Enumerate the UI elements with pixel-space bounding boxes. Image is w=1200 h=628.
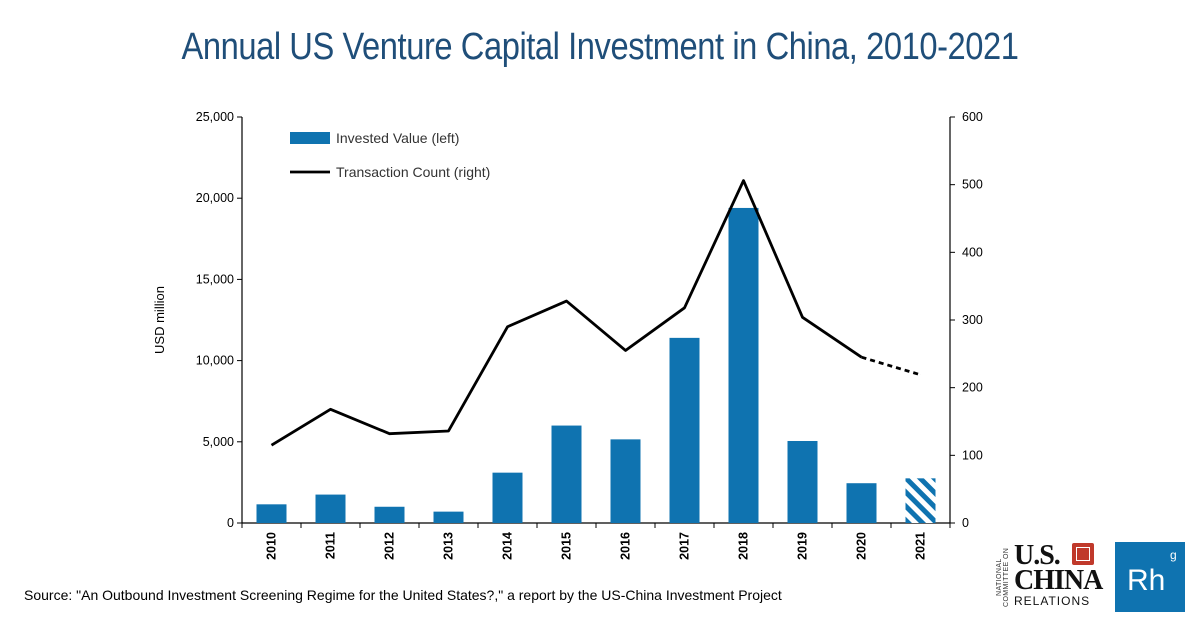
x-tick-label: 2021 xyxy=(914,532,928,560)
bar-2016 xyxy=(610,439,641,523)
x-tick-label: 2020 xyxy=(855,532,869,560)
ncuscr-china-text: CHINA xyxy=(1014,565,1103,597)
x-tick-label: 2011 xyxy=(324,532,338,559)
bar-2020 xyxy=(846,483,877,523)
x-tick-label: 2016 xyxy=(619,532,633,560)
left-tick-label: 20,000 xyxy=(196,191,234,205)
left-tick-label: 0 xyxy=(227,516,234,530)
bar-2012 xyxy=(374,506,405,523)
transaction-count-line xyxy=(270,179,863,447)
rhodium-logo: Rh g xyxy=(1115,542,1185,612)
ncuscr-relations-text: RELATIONS xyxy=(1014,594,1091,609)
bar-2011 xyxy=(315,494,346,523)
chart-title: Annual US Venture Capital Investment in … xyxy=(181,26,1019,68)
right-tick-label: 300 xyxy=(962,313,983,327)
ncuscr-logo: NATIONAL COMMITTEE ON U.S. CHINA RELATIO… xyxy=(996,540,1103,613)
bar-2010 xyxy=(256,504,287,523)
x-tick-label: 2018 xyxy=(737,532,751,560)
bar-2014 xyxy=(492,472,523,523)
x-tick-label: 2015 xyxy=(560,532,574,560)
right-tick-label: 200 xyxy=(962,381,983,395)
source-note: Source: "An Outbound Investment Screenin… xyxy=(24,587,782,603)
bar-2018 xyxy=(728,207,759,523)
left-tick-label: 5,000 xyxy=(203,435,234,449)
x-tick-label: 2012 xyxy=(383,532,397,560)
bar-2019 xyxy=(787,440,818,523)
bar-2021 xyxy=(905,478,936,523)
left-tick-label: 15,000 xyxy=(196,272,234,286)
right-tick-label: 600 xyxy=(962,110,983,124)
x-tick-label: 2010 xyxy=(265,532,279,560)
right-tick-label: 0 xyxy=(962,516,969,530)
legend-label-invested-value: Invested Value (left) xyxy=(336,130,459,146)
bar-2013 xyxy=(433,511,464,523)
ncuscr-side-text: NATIONAL COMMITTEE ON xyxy=(996,547,1010,607)
legend-label-transaction-count: Transaction Count (right) xyxy=(336,164,490,180)
x-tick-label: 2014 xyxy=(501,532,515,560)
left-tick-label: 10,000 xyxy=(196,354,234,368)
transaction-count-line-dashed xyxy=(861,355,921,377)
left-tick-label: 25,000 xyxy=(196,110,234,124)
bar-2015 xyxy=(551,425,582,523)
x-tick-label: 2019 xyxy=(796,532,810,560)
y-axis-label: USD million xyxy=(152,286,167,354)
legend-swatch-invested-value xyxy=(290,132,330,144)
right-tick-label: 100 xyxy=(962,448,983,462)
bar-2017 xyxy=(669,337,700,523)
x-tick-label: 2017 xyxy=(678,532,692,560)
rh-logo-text: Rh xyxy=(1127,564,1166,597)
x-tick-label: 2013 xyxy=(442,532,456,560)
seal-icon xyxy=(1072,543,1094,565)
rh-logo-sup: g xyxy=(1170,548,1177,562)
right-tick-label: 400 xyxy=(962,245,983,259)
right-tick-label: 500 xyxy=(962,178,983,192)
ncuscr-us-text: U.S. xyxy=(1014,540,1061,571)
